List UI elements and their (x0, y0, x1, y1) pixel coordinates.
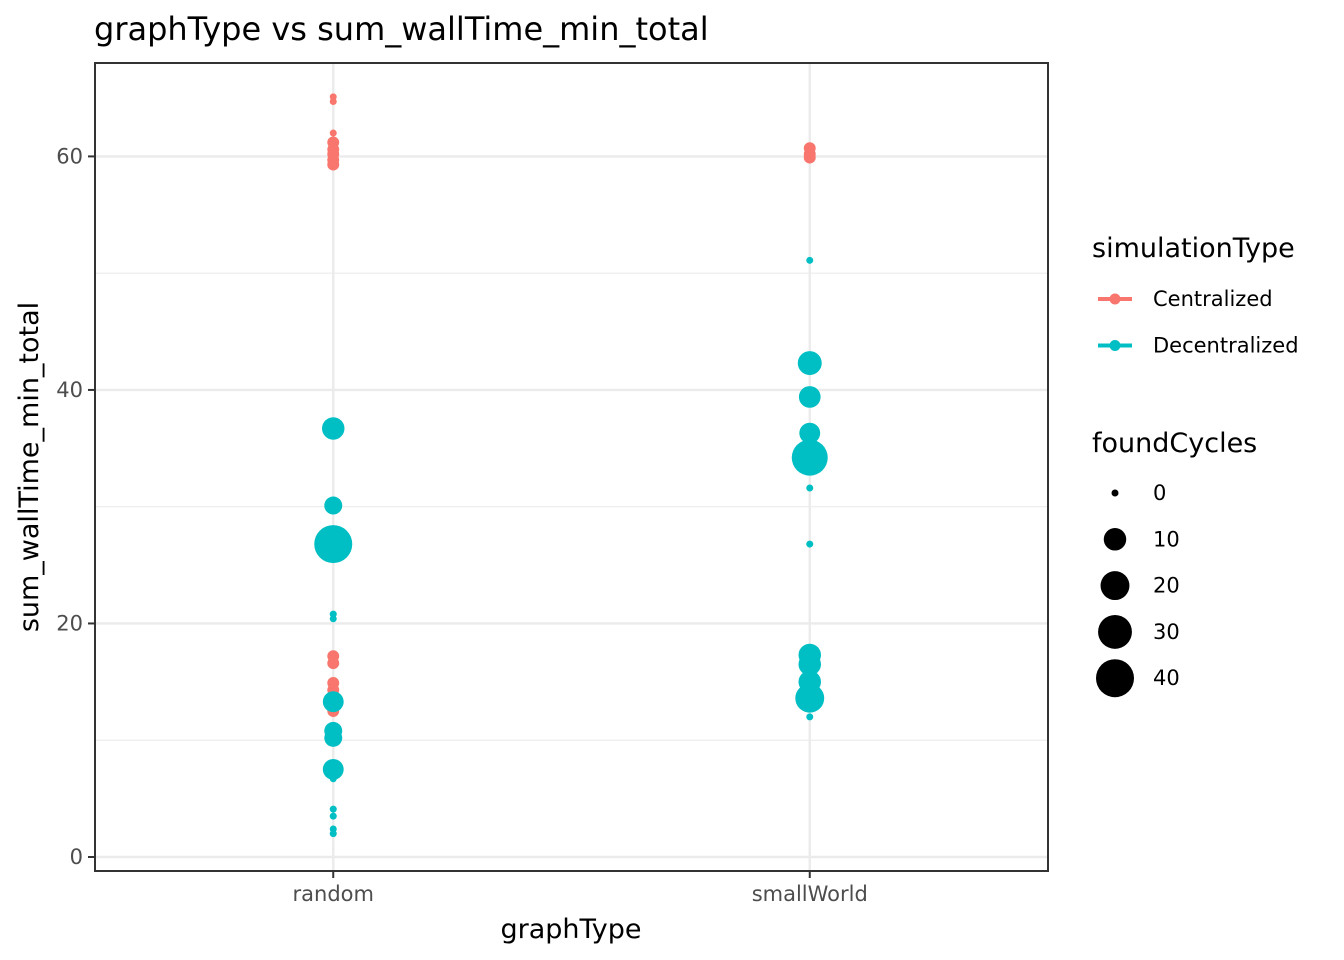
y-axis-title: sum_wallTime_min_total (14, 302, 45, 632)
size-legend-key (1111, 489, 1119, 497)
legend-label-centralized: Centralized (1153, 287, 1273, 311)
size-legend-label: 40 (1153, 666, 1180, 690)
size-legend-key (1096, 659, 1134, 698)
data-point-decentralized (329, 812, 337, 820)
y-tick-label: 40 (56, 378, 83, 402)
data-point-decentralized (799, 422, 821, 444)
legend-key-point-decentralized (1109, 340, 1121, 351)
data-point-decentralized (329, 805, 337, 813)
data-point-decentralized (806, 713, 814, 721)
size-legend-label: 0 (1153, 481, 1166, 505)
data-point-centralized (329, 98, 337, 106)
legend-key-point-centralized (1109, 293, 1121, 305)
size-legend-key (1098, 614, 1132, 649)
data-point-decentralized (795, 683, 825, 713)
grid-lines (95, 63, 1048, 871)
legend-label-decentralized: Decentralized (1153, 334, 1299, 358)
data-point-decentralized (798, 386, 821, 408)
plot-border (94, 62, 1049, 872)
data-point-decentralized (798, 653, 821, 676)
x-tick-label: random (293, 882, 374, 906)
data-point-centralized (327, 657, 340, 670)
data-point-decentralized (322, 691, 344, 713)
data-point-centralized (803, 151, 816, 164)
data-point-decentralized (324, 728, 343, 747)
data-point-decentralized (322, 758, 344, 780)
y-tick-label: 60 (56, 144, 83, 168)
data-points (314, 93, 828, 838)
color-legend-entries: Centralized Decentralized (1098, 287, 1299, 358)
plot-panel (95, 63, 1048, 871)
data-point-decentralized (806, 484, 814, 492)
data-point-centralized (329, 129, 337, 137)
plot-background (95, 63, 1048, 871)
y-axis-ticks: 0 20 40 60 (56, 144, 95, 869)
size-legend-label: 30 (1153, 620, 1180, 644)
data-point-decentralized (791, 439, 828, 476)
y-tick-label: 20 (56, 611, 83, 635)
chart-title: graphType vs sum_wallTime_min_total (94, 10, 709, 48)
x-axis-ticks: random smallWorld (293, 871, 868, 906)
size-legend-entries: 0 10 20 30 40 (1096, 481, 1180, 698)
legend: simulationType CentralizedDecentralized … (1092, 233, 1299, 698)
size-legend-key (1100, 571, 1130, 601)
data-point-decentralized (806, 540, 814, 548)
color-legend-title: simulationType (1092, 233, 1295, 264)
size-legend-label: 20 (1153, 574, 1180, 598)
x-tick-label: smallWorld (752, 882, 868, 906)
data-point-decentralized (797, 351, 822, 376)
data-point-decentralized (806, 256, 814, 264)
plot-frame (94, 62, 1049, 872)
data-point-decentralized (329, 775, 337, 783)
size-legend-key (1103, 528, 1127, 551)
data-point-decentralized (329, 830, 337, 838)
data-point-decentralized (322, 417, 345, 440)
data-point-decentralized (324, 496, 343, 515)
y-tick-label: 0 (70, 845, 83, 869)
data-point-decentralized (329, 615, 337, 623)
size-legend-label: 10 (1153, 527, 1180, 551)
x-axis-title: graphType (500, 914, 641, 945)
data-point-centralized (327, 158, 340, 171)
size-legend-title: foundCycles (1092, 428, 1257, 459)
data-point-decentralized (314, 525, 353, 564)
